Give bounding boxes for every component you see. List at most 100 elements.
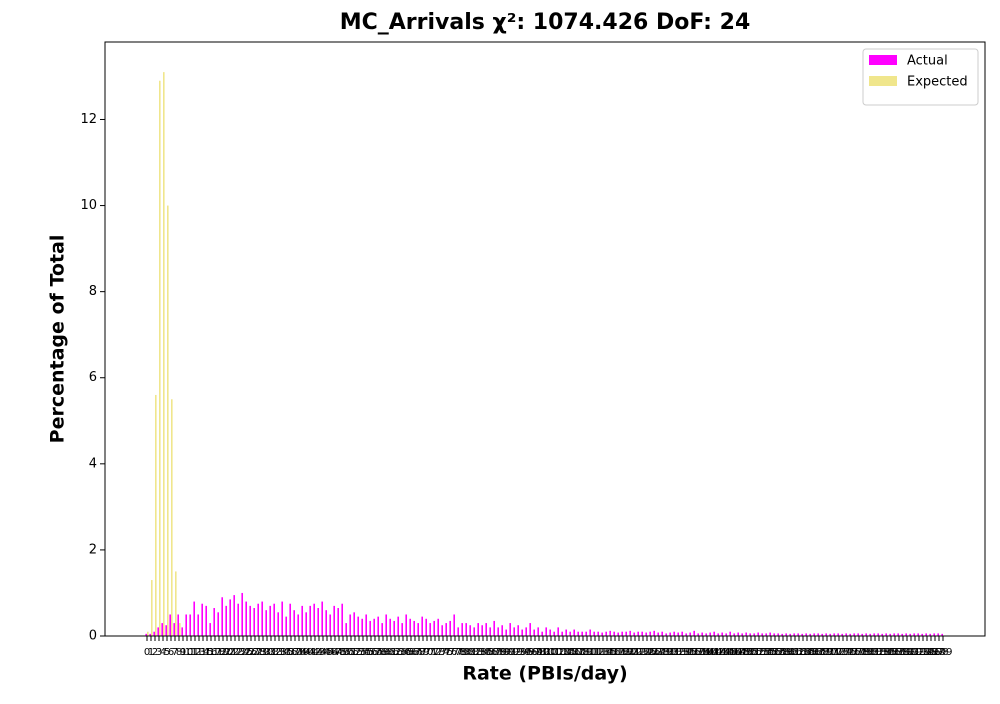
x-tick-label: 139	[693, 647, 712, 658]
x-tick-label: 3	[156, 647, 162, 658]
x-tick-label: 130	[657, 647, 676, 658]
x-tick-label: 23	[233, 647, 246, 658]
bar	[189, 614, 191, 636]
bar	[833, 633, 835, 636]
x-tick-label: 143	[709, 647, 728, 658]
bar	[309, 605, 311, 636]
bar	[541, 631, 543, 636]
x-tick-label: 5	[164, 647, 170, 658]
bar	[669, 632, 671, 636]
x-tick-label: 15	[201, 647, 214, 658]
bar	[457, 627, 459, 636]
bar	[625, 631, 627, 636]
x-tick-label: 195	[917, 647, 936, 658]
bar	[925, 633, 927, 636]
x-tick-label: 32	[269, 647, 282, 658]
x-tick-label: 96	[525, 647, 538, 658]
x-tick-label: 20	[221, 647, 234, 658]
bar	[485, 623, 487, 636]
x-tick-label: 18	[213, 647, 226, 658]
x-tick-label: 8	[176, 647, 182, 658]
x-tick-label: 28	[253, 647, 266, 658]
x-tick-label: 50	[341, 647, 354, 658]
x-tick-label: 100	[537, 647, 556, 658]
bar	[525, 627, 527, 636]
bar	[409, 618, 411, 636]
x-tick-label: 152	[745, 647, 764, 658]
x-tick-label: 170	[817, 647, 836, 658]
bar	[445, 623, 447, 636]
x-tick-label: 49	[337, 647, 350, 658]
bar	[581, 631, 583, 636]
bar	[277, 612, 279, 636]
x-tick-label: 112	[585, 647, 604, 658]
bar	[753, 633, 755, 636]
bar	[805, 633, 807, 636]
x-tick-label: 47	[329, 647, 342, 658]
x-tick-label: 69	[417, 647, 430, 658]
x-tick-label: 17	[209, 647, 222, 658]
x-tick-label: 7	[172, 647, 178, 658]
bar	[149, 633, 151, 636]
bar	[601, 632, 603, 636]
x-tick-label: 98	[533, 647, 546, 658]
x-tick-label: 63	[393, 647, 406, 658]
x-tick-label: 74	[437, 647, 450, 658]
x-tick-label: 42	[309, 647, 322, 658]
x-tick-label: 109	[573, 647, 592, 658]
bar	[151, 580, 153, 636]
bar	[365, 614, 367, 636]
bar	[889, 633, 891, 636]
bar	[253, 608, 255, 636]
x-tick-label: 80	[461, 647, 474, 658]
bar	[633, 632, 635, 636]
x-tick-label: 136	[681, 647, 700, 658]
bar	[505, 629, 507, 636]
x-tick-label: 137	[685, 647, 704, 658]
bar	[749, 633, 751, 636]
x-tick-label: 106	[561, 647, 580, 658]
bar	[213, 608, 215, 636]
x-tick-label: 60	[381, 647, 394, 658]
x-tick-label: 177	[845, 647, 864, 658]
bar	[813, 633, 815, 636]
bar	[437, 618, 439, 636]
x-tick-label: 150	[737, 647, 756, 658]
bar	[673, 631, 675, 636]
x-tick-label: 174	[833, 647, 852, 658]
bar	[297, 614, 299, 636]
bar	[421, 616, 423, 636]
bar	[237, 603, 239, 636]
bar	[597, 631, 599, 636]
x-tick-label: 87	[489, 647, 502, 658]
bar	[549, 629, 551, 636]
x-tick-label: 166	[801, 647, 820, 658]
x-tick-label: 55	[361, 647, 374, 658]
x-tick-label: 183	[869, 647, 888, 658]
bar	[629, 630, 631, 636]
x-tick-label: 35	[281, 647, 294, 658]
bar	[765, 633, 767, 636]
bar	[461, 623, 463, 636]
x-tick-label: 154	[753, 647, 772, 658]
bar	[529, 623, 531, 636]
x-tick-label: 134	[673, 647, 692, 658]
x-tick-label: 108	[569, 647, 588, 658]
x-tick-label: 59	[377, 647, 390, 658]
bar	[349, 614, 351, 636]
chart-title: MC_Arrivals χ²: 1074.426 DoF: 24	[340, 10, 751, 35]
bar	[317, 608, 319, 636]
bar	[197, 614, 199, 636]
x-tick-label: 44	[317, 647, 330, 658]
bar	[933, 633, 935, 636]
bar	[917, 633, 919, 636]
bar	[175, 571, 177, 636]
bar	[337, 608, 339, 636]
bar	[645, 632, 647, 636]
bar	[937, 633, 939, 636]
bar	[405, 614, 407, 636]
bar	[609, 630, 611, 636]
x-tick-label: 58	[373, 647, 386, 658]
x-tick-label: 159	[773, 647, 792, 658]
